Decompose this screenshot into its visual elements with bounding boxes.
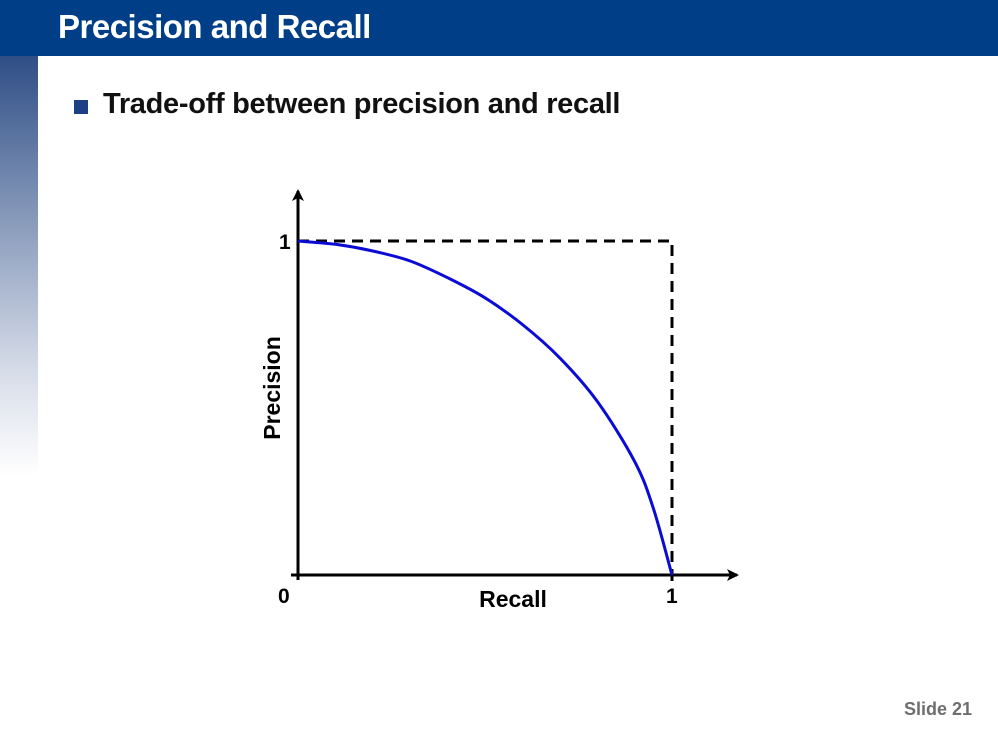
ideal-boundary-dashed [298,239,674,575]
precision-recall-curve [297,239,674,576]
y-tick-1-label: 1 [279,231,291,254]
side-decoration [0,56,38,476]
slide-title: Precision and Recall [58,8,371,45]
bullet-text: Trade-off between precision and recall [103,88,621,120]
x-tick-1-label: 1 [666,585,678,608]
y-axis-label: Precision [259,336,285,440]
x-axis-label: Recall [479,586,547,612]
slide-number: Slide 21 [903,699,972,719]
x-tick-0-label: 0 [278,585,290,608]
bullet-square-icon [74,100,88,114]
title-bar: Precision and Recall [0,0,998,56]
